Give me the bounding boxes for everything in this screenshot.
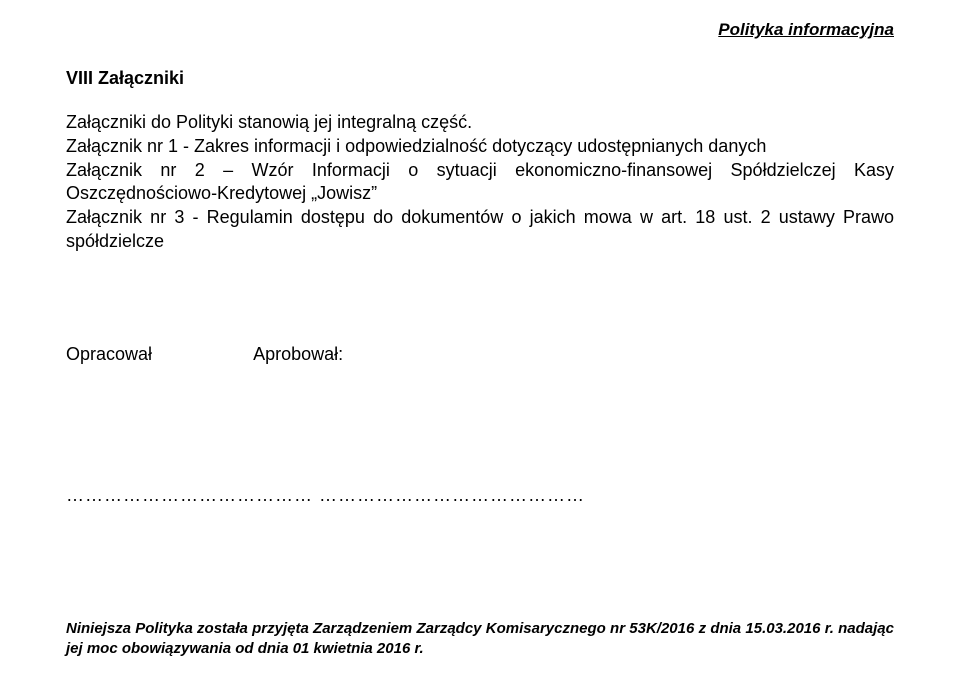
signature-row: Opracował Aprobował: [66,344,894,365]
body-p1: Załączniki do Polityki stanowią jej inte… [66,112,472,132]
header-doc-label: Polityka informacyjna [66,20,894,40]
signature-dots: ………………………………… …………………………………… [66,485,894,506]
signature-right-label: Aprobował: [253,344,343,364]
document-page: Polityka informacyjna VIII Załączniki Za… [0,0,960,678]
footer-line: Niniejsza Polityka została przyjęta Zarz… [66,619,894,658]
section-title: VIII Załączniki [66,68,894,89]
body-p3: Załącznik nr 2 – Wzór Informacji o sytua… [66,160,894,204]
body-text: Załączniki do Polityki stanowią jej inte… [66,111,894,254]
signature-left-label: Opracował [66,344,152,364]
body-p4: Załącznik nr 3 - Regulamin dostępu do do… [66,207,894,251]
body-p2: Załącznik nr 1 - Zakres informacji i odp… [66,136,766,156]
